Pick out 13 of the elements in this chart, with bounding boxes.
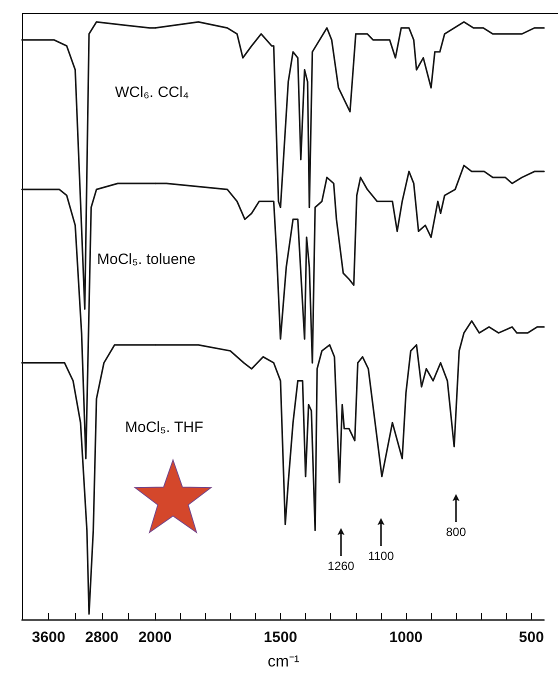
x-tick-label: 1000: [389, 629, 423, 646]
series-label: WCl₆. CCl₄: [115, 84, 189, 101]
series-label: MoCl₅. toluene: [97, 251, 196, 268]
x-axis-title: cm⁻¹: [268, 654, 300, 670]
annotation: 1100: [368, 549, 394, 563]
x-tick-label: 3600: [32, 629, 66, 646]
annotation: 800: [446, 525, 466, 539]
x-tick-label: 2800: [85, 629, 118, 646]
x-tick-label: 500: [518, 629, 544, 646]
x-tick-label: 1500: [264, 629, 298, 646]
series-label: MoCl₅. THF: [125, 419, 204, 436]
annotation: 1260: [328, 559, 354, 573]
x-tick-label: 2000: [138, 629, 172, 646]
